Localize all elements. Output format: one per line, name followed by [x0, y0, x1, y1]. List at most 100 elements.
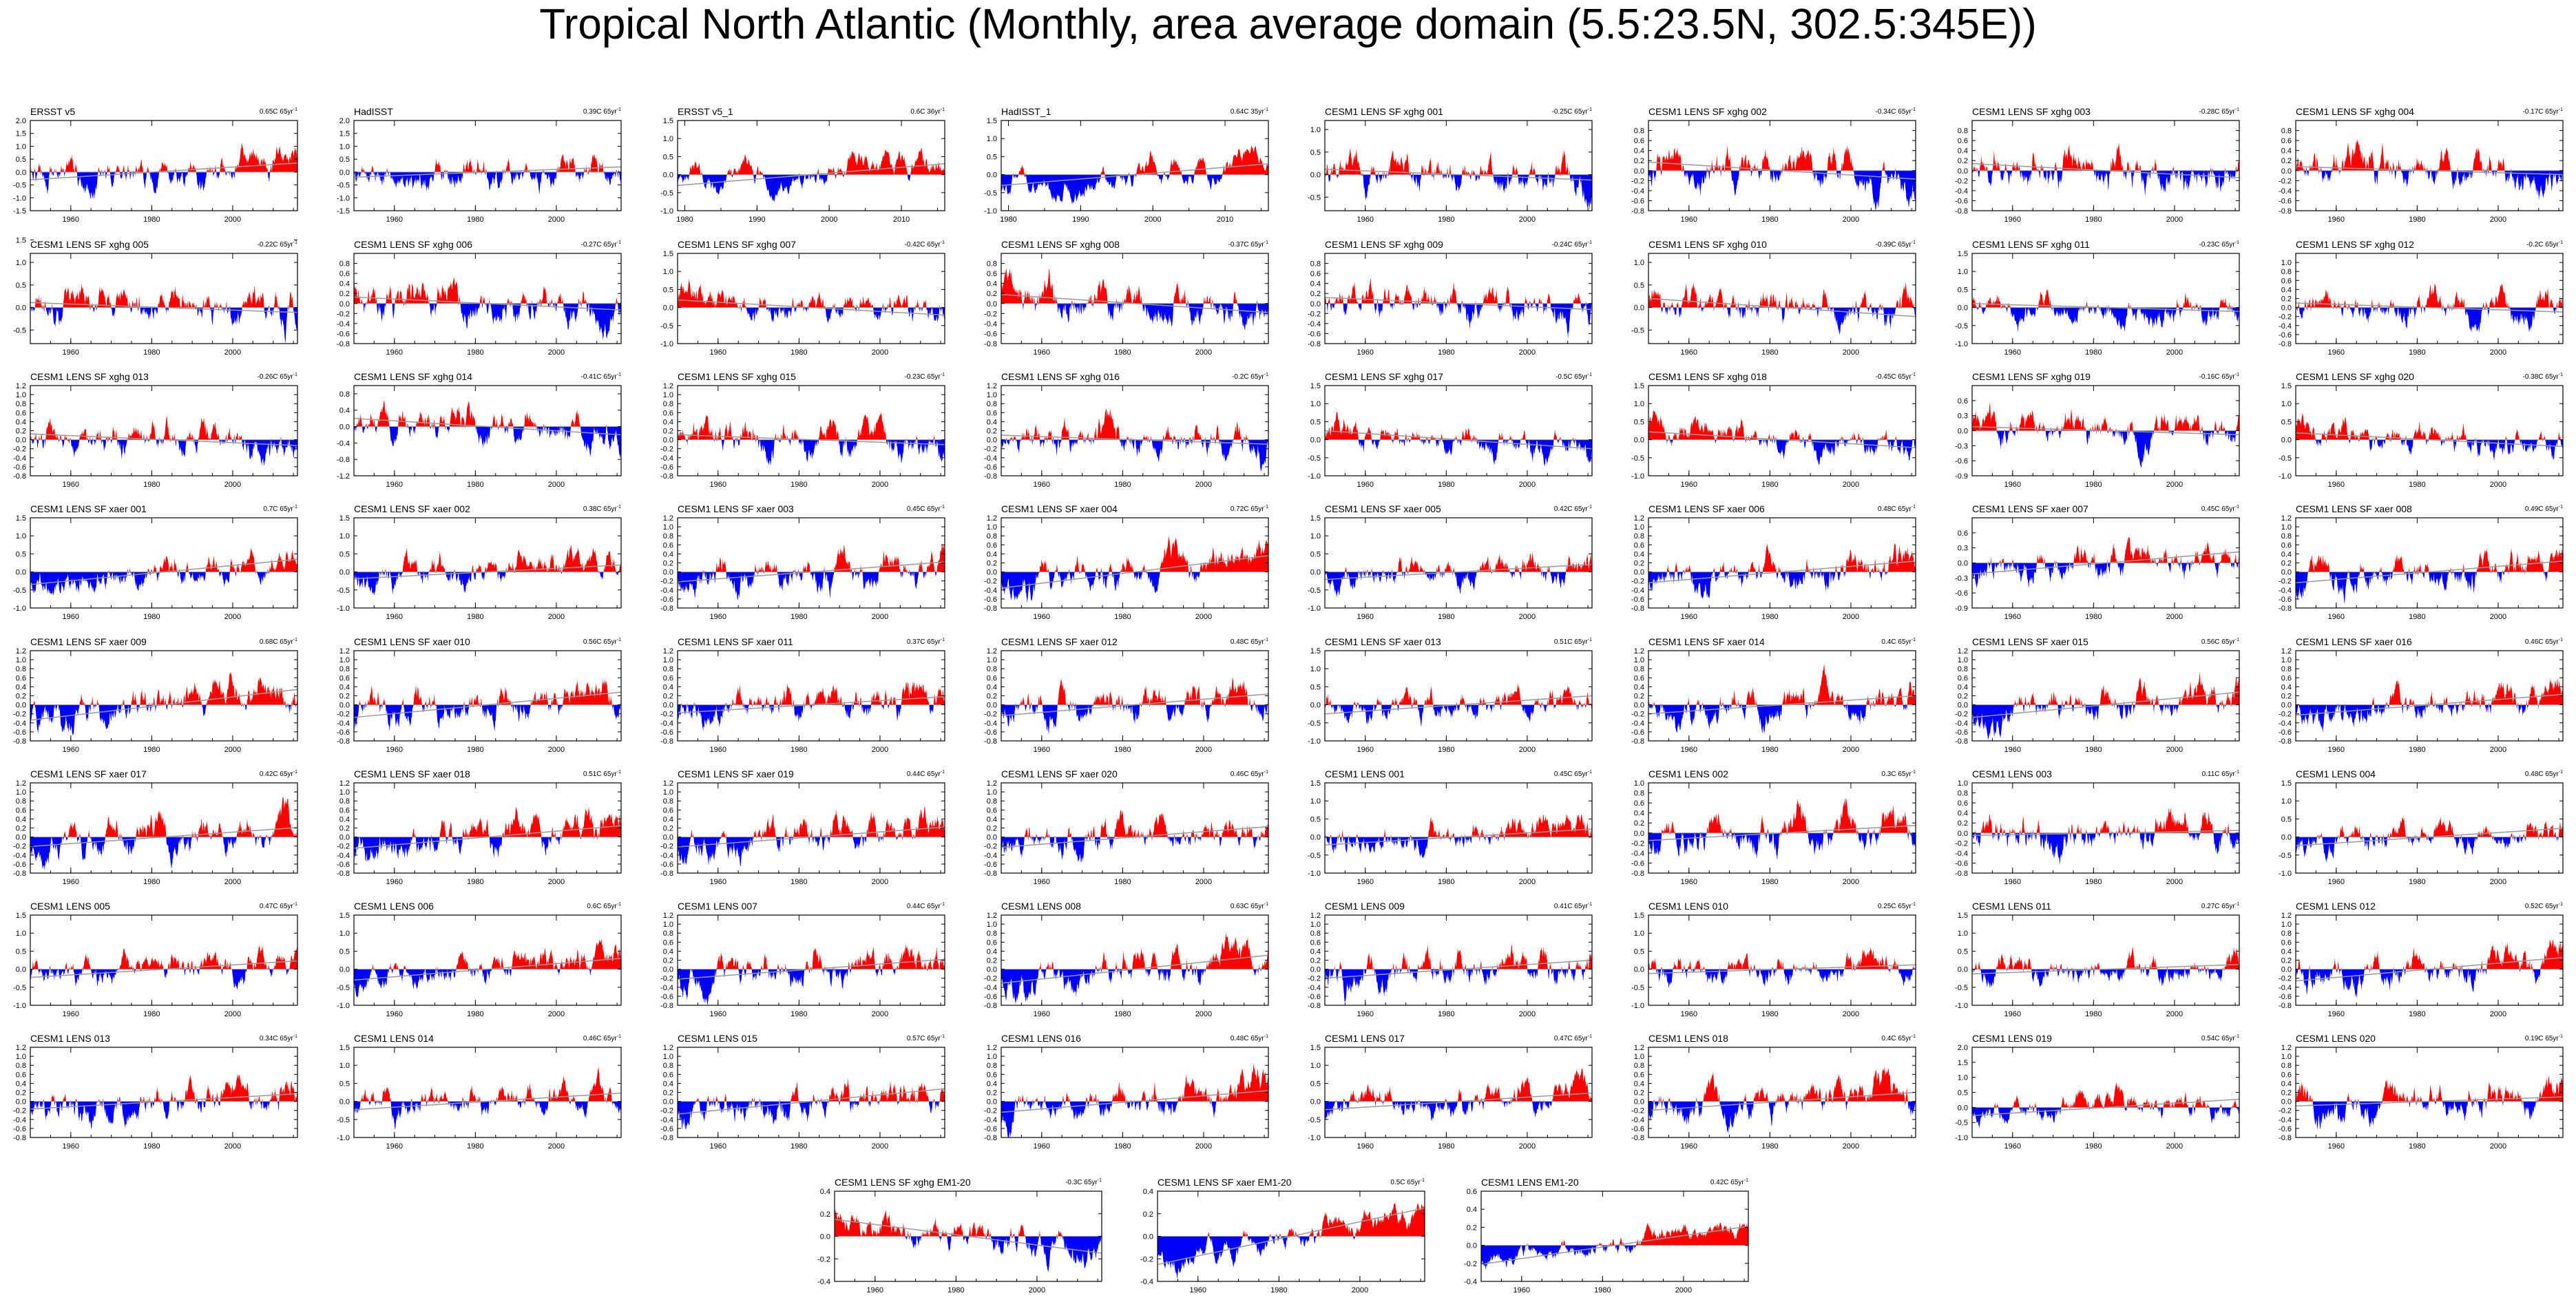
- y-tick-label: 0.0: [1634, 830, 1644, 838]
- y-tick-label: 1.2: [663, 382, 673, 390]
- positive-anomaly-area: [678, 147, 945, 175]
- y-tick-label: 0.8: [16, 797, 26, 806]
- y-tick-label: 0.2: [663, 1089, 673, 1098]
- y-tick-label: 0.5: [1958, 286, 1968, 294]
- trend-line: [1648, 825, 1916, 841]
- x-tick-label: 1980: [2085, 1142, 2102, 1151]
- y-tick-label: 1.5: [1310, 1044, 1321, 1052]
- panel-trend-label: -0.23C 65yr-1: [905, 373, 945, 381]
- y-tick-label: 0.6: [1634, 799, 1644, 808]
- positive-anomaly-area: [678, 278, 945, 308]
- x-tick-label: 1960: [2328, 1142, 2345, 1151]
- negative-anomaly-area: [678, 1101, 945, 1131]
- y-tick-label: 0.8: [2281, 268, 2292, 276]
- y-tick-label: -0.2: [2279, 313, 2292, 322]
- y-tick-label: -0.4: [1140, 1278, 1153, 1286]
- y-tick-label: 1.5: [1310, 514, 1321, 523]
- y-tick-label: 1.2: [1634, 647, 1644, 656]
- y-tick-label: -0.5: [13, 326, 26, 335]
- y-tick-label: 0.0: [987, 702, 997, 710]
- y-tick-label: 0.5: [1310, 550, 1321, 558]
- y-tick-label: 1.2: [339, 779, 350, 788]
- positive-anomaly-area: [1648, 281, 1916, 308]
- panel-title: CESM1 LENS 016: [1001, 1033, 1081, 1044]
- panel-trend-label: 0.56C 65yr-1: [583, 638, 621, 646]
- y-tick-label: 0.5: [16, 550, 26, 558]
- y-tick-label: 0.4: [1634, 810, 1644, 818]
- x-tick-label: 1960: [1514, 1286, 1530, 1294]
- panel-trend-label: -0.3C 65yr-1: [1065, 1178, 1102, 1186]
- x-tick-label: 2000: [548, 348, 565, 357]
- x-tick-label: 1980: [1761, 613, 1778, 621]
- negative-anomaly-area: [30, 439, 297, 466]
- positive-anomaly-area: [1648, 664, 1916, 705]
- y-tick-label: -0.4: [2279, 720, 2292, 728]
- panel-title: CESM1 LENS SF xghg 015: [678, 371, 796, 382]
- panel: HadISST 0.39C 65yr-1 -1.5 -1.0 -0.5 0.0 0.5 1.0…: [337, 106, 622, 224]
- x-tick-label: 2000: [1195, 348, 1212, 357]
- y-tick-label: -0.2: [1631, 177, 1644, 185]
- y-tick-label: -0.5: [660, 322, 673, 331]
- y-tick-label: 0.2: [1958, 693, 1968, 701]
- y-tick-label: -0.2: [817, 1255, 830, 1263]
- y-tick-label: 1.2: [16, 779, 26, 788]
- negative-anomaly-area: [1972, 307, 2239, 333]
- x-tick-label: 1980: [1438, 1142, 1454, 1151]
- panel-trend-label: 0.44C 65yr-1: [907, 770, 945, 778]
- y-tick-label: 0.8: [1958, 790, 1968, 798]
- trend-line: [677, 1088, 945, 1115]
- panel-trend-label: 0.57C 65yr-1: [907, 1034, 945, 1042]
- x-tick-label: 2000: [548, 1142, 565, 1151]
- panel: CESM1 LENS SF xaer 008 0.49C 65yr-1-0.8-0…: [2279, 503, 2564, 621]
- x-tick-label: 2000: [224, 1010, 241, 1018]
- page-title: Tropical North Atlantic (Monthly, area a…: [539, 1, 2037, 48]
- y-tick-label: 0.6: [987, 938, 997, 947]
- y-tick-label: -1.0: [1955, 1134, 1968, 1142]
- y-tick-label: 0.2: [820, 1210, 830, 1219]
- negative-anomaly-area: [354, 571, 621, 596]
- y-tick-label: 1.0: [663, 391, 673, 399]
- y-tick-label: -0.4: [1955, 850, 1968, 858]
- y-tick-label: -0.5: [2279, 454, 2292, 463]
- y-tick-label: -0.8: [984, 1002, 997, 1010]
- y-tick-label: 0.8: [339, 260, 350, 269]
- panel-trend-label: -0.27C 65yr-1: [581, 240, 622, 249]
- panel-trend-label: 0.41C 65yr-1: [1554, 902, 1592, 910]
- panel: CESM1 LENS SF xaer 014 0.4C 65yr-1-0.8-0.…: [1631, 636, 1916, 754]
- y-tick-label: -0.4: [1955, 187, 1968, 196]
- y-tick-label: 0.0: [1143, 1233, 1153, 1241]
- positive-anomaly-area: [354, 678, 621, 705]
- panel-trend-label: 0.68C 65yr-1: [260, 638, 297, 646]
- y-tick-label: -0.2: [2279, 711, 2292, 719]
- axes-frame: [1648, 914, 1916, 1006]
- panel-trend-label: 0.25C 65yr-1: [1878, 902, 1916, 910]
- y-tick-label: 0.8: [16, 400, 26, 408]
- y-tick-label: -0.2: [13, 1107, 26, 1115]
- y-tick-label: 0.2: [339, 290, 350, 298]
- axes-frame: [1324, 650, 1593, 742]
- y-tick-label: 1.5: [1634, 382, 1644, 390]
- y-tick-label: 1.0: [987, 921, 997, 929]
- y-tick-label: 0.4: [2281, 286, 2292, 294]
- y-tick-label: 0.4: [339, 407, 350, 415]
- x-tick-label: 2000: [1843, 1142, 1859, 1151]
- positive-anomaly-area: [354, 154, 621, 172]
- negative-anomaly-area: [1648, 832, 1916, 860]
- x-tick-label: 2000: [1519, 481, 1536, 489]
- y-tick-label: 0.8: [663, 532, 673, 541]
- trend-line: [677, 163, 945, 187]
- panel: CESM1 LENS SF xghg 019 -0.16C 65yr-1 -0.9 -…: [1955, 371, 2240, 489]
- y-tick-label: -0.6: [1955, 589, 1968, 598]
- y-tick-label: 0.0: [2281, 702, 2292, 710]
- x-tick-label: 1980: [1114, 348, 1131, 357]
- x-tick-label: 2000: [2166, 481, 2183, 489]
- y-tick-label: 0.2: [1143, 1210, 1153, 1219]
- y-tick-label: 0.4: [1958, 810, 1968, 818]
- y-tick-label: 0.6: [16, 409, 26, 417]
- y-tick-label: 0.8: [16, 1062, 26, 1070]
- y-tick-label: -0.8: [1631, 1134, 1644, 1142]
- y-tick-label: 0.5: [2281, 418, 2292, 426]
- x-tick-label: 1980: [467, 1142, 483, 1151]
- x-tick-label: 1960: [710, 1142, 726, 1151]
- y-tick-label: -1.0: [1631, 472, 1644, 481]
